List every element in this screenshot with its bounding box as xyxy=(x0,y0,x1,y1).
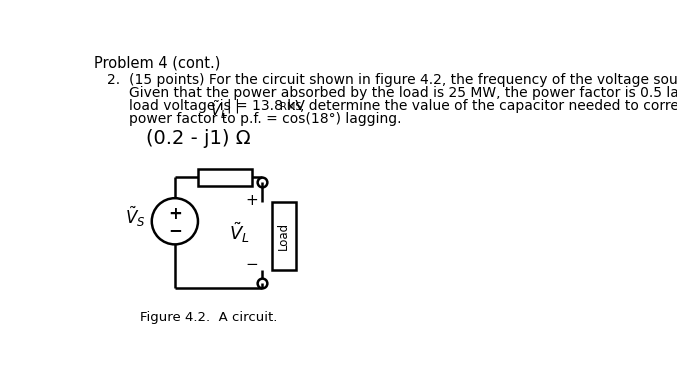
Bar xyxy=(272,202,296,270)
Text: −: − xyxy=(168,221,182,240)
Text: load voltage is |: load voltage is | xyxy=(129,99,240,114)
Text: power factor to p.f. = cos(18°) lagging.: power factor to p.f. = cos(18°) lagging. xyxy=(129,112,401,126)
Text: −: − xyxy=(246,257,258,272)
Text: RMS: RMS xyxy=(280,102,301,112)
Bar xyxy=(198,169,252,186)
Text: +: + xyxy=(168,205,182,223)
Text: Given that the power absorbed by the load is 25 MW, the power factor is 0.5 lagg: Given that the power absorbed by the loa… xyxy=(129,86,677,100)
Text: (0.2 - j1) Ω: (0.2 - j1) Ω xyxy=(146,129,251,148)
Text: Problem 4 (cont.): Problem 4 (cont.) xyxy=(94,56,221,71)
Text: Load: Load xyxy=(278,222,290,250)
Text: , determine the value of the capacitor needed to correct the: , determine the value of the capacitor n… xyxy=(300,99,677,113)
Text: (15 points) For the circuit shown in figure 4.2, the frequency of the voltage so: (15 points) For the circuit shown in fig… xyxy=(129,73,677,86)
Text: $\tilde{V}_L$: $\tilde{V}_L$ xyxy=(211,98,227,121)
Text: Figure 4.2.  A circuit.: Figure 4.2. A circuit. xyxy=(140,311,278,323)
Text: $\tilde{V}_L$: $\tilde{V}_L$ xyxy=(229,220,250,245)
Text: +: + xyxy=(246,193,258,208)
Text: | = 13.8 kV: | = 13.8 kV xyxy=(227,99,305,114)
Text: $\tilde{V}_S$: $\tilde{V}_S$ xyxy=(125,205,146,229)
Text: 2.: 2. xyxy=(107,73,121,86)
